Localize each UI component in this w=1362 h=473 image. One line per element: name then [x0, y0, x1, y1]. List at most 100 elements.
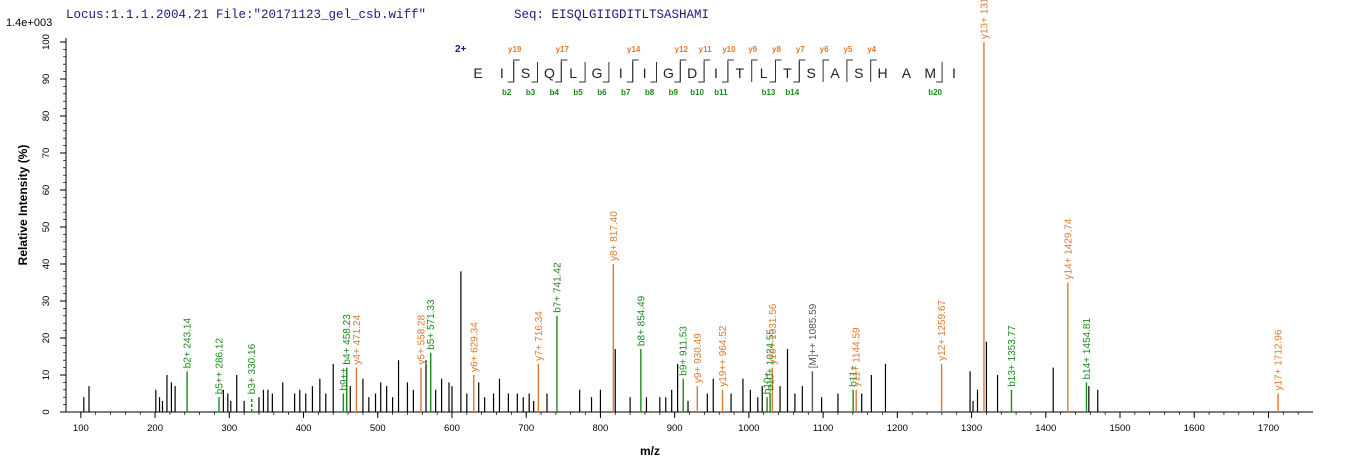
y-tick-label: 30 [41, 296, 52, 307]
b-ion-label: b10 [690, 88, 704, 97]
y-ion-bracket [751, 59, 758, 82]
b-ion-label: b13 [762, 88, 776, 97]
b-ion-label: b5+ 571.33 [426, 299, 437, 350]
b-ion-bracket [507, 62, 515, 83]
x-tick-label: 900 [667, 423, 683, 434]
b-ion-label: b2 [502, 88, 512, 97]
b-ion-label: b14+ 1454.81 [1082, 318, 1093, 380]
b-ion-label: b7 [621, 88, 631, 97]
b-ion-bracket [531, 62, 538, 83]
residue: Q [544, 65, 555, 81]
y-ion-bracket [798, 59, 806, 82]
x-tick-label: 1100 [813, 423, 833, 434]
y-ion-bracket [703, 59, 711, 82]
x-tick-label: 1500 [1109, 423, 1130, 434]
y-ion-label: y17+ 1712.96 [1274, 329, 1285, 390]
y-ion-label: y6 [820, 45, 829, 54]
y-ion-label: y19++ 964.52 [718, 325, 729, 387]
b-ion-label: b4+ 458.23 [342, 314, 353, 365]
x-tick-label: 700 [518, 423, 534, 434]
y-ion-label: y7 [796, 45, 805, 54]
b-ion-label: b9++ [339, 368, 350, 391]
y-scale-label: 1.4e+003 [6, 17, 52, 29]
y-ion-label: y12 [675, 45, 689, 54]
axes: 100 200 300 400 500 600 700 800 900 1000 1100 1200 1… [41, 34, 1313, 434]
residue: S [521, 65, 530, 81]
b-ion-bracket [650, 62, 657, 83]
x-tick-label: 200 [147, 423, 163, 434]
b-ion-label: b2+ 243.14 [183, 318, 194, 369]
residue: S [854, 65, 863, 81]
residue: I [952, 65, 956, 81]
y-tick-label: 20 [41, 333, 52, 344]
residue: I [643, 65, 647, 81]
b-ion-label: b3+ 330.16 [247, 343, 258, 394]
y-ion-label: y12+ 1259.67 [937, 300, 948, 361]
y-tick-label: 10 [41, 370, 52, 381]
b-ion-label: b9+ 911.53 [679, 326, 690, 376]
residue: A [830, 65, 840, 81]
y-ion-label: y19 [508, 45, 522, 54]
y-ion-bracket [870, 59, 877, 82]
sequence-label: Seq: EISQLGIIGDITLTSASHAMI [514, 8, 710, 22]
b-ion-bracket [769, 62, 776, 83]
b-ion-label: b6 [597, 88, 607, 97]
y-tick-label: 40 [41, 259, 52, 270]
b-ion-bracket [674, 62, 681, 83]
b-ion-label: b5 [573, 88, 583, 97]
x-tick-label: 300 [221, 423, 237, 434]
x-tick-label: 600 [444, 423, 460, 434]
b-ion-label: b8 [645, 88, 655, 97]
b-ion-bracket [793, 62, 800, 83]
residue: H [878, 65, 888, 81]
x-tick-label: 1200 [887, 423, 908, 434]
y-ion-label: y4 [867, 45, 876, 54]
y-ion-label: y14 [627, 45, 641, 54]
residue: E [473, 65, 482, 81]
y-ion-label: y5+ 558.28 [417, 314, 428, 364]
b-ion-label: b20 [928, 88, 942, 97]
y-ion-bracket [560, 59, 568, 82]
residue: I [500, 65, 504, 81]
x-tick-label: 1400 [1035, 423, 1056, 434]
y-ion-label: y4+ 471.24 [352, 314, 363, 364]
b-ion-label: b14 [785, 88, 799, 97]
residue: I [619, 65, 623, 81]
b-ion-label: b11+ [849, 365, 860, 387]
b-ion-bracket [555, 62, 562, 83]
x-tick-label: 1300 [961, 423, 982, 434]
y-ion-label: y8 [772, 45, 781, 54]
residue: G [592, 65, 603, 81]
y-tick-label: 50 [41, 222, 52, 233]
y-ion-label: y9 [748, 45, 757, 54]
y-tick-label: 100 [41, 34, 52, 50]
peaks [83, 42, 1279, 412]
x-axis-label: m/z [640, 444, 660, 458]
y-ion-label: y7+ 716.34 [534, 311, 545, 361]
x-tick-label: 800 [592, 423, 608, 434]
b-ion-label: b8+ 854.49 [636, 295, 647, 346]
b-ion-bracket [721, 62, 729, 83]
x-tick-label: 400 [296, 423, 312, 434]
b-ion-label: b9 [669, 88, 679, 97]
b-ion-bracket [936, 62, 943, 83]
b-ion-label: b11 [714, 88, 728, 97]
b-ion-label: b7+ 741.42 [552, 262, 563, 313]
y-ion-bracket [846, 59, 853, 82]
y-ion-label: y11 [699, 45, 712, 54]
y-axis-label: Relative Intensity (%) [16, 145, 30, 266]
residue: D [687, 65, 697, 81]
x-tick-label: 100 [73, 423, 89, 434]
y-tick-label: 70 [41, 148, 52, 159]
x-tick-label: 1000 [738, 423, 759, 434]
precursor-ion-label: [M]++ 1085.59 [808, 303, 819, 368]
b-ion-label: b13+ 1353.77 [1007, 325, 1018, 387]
residue: L [760, 65, 768, 81]
locus-label: Locus:1.1.1.2004.21 File:"20171123_gel_c… [66, 8, 427, 22]
y-ion-bracket [679, 59, 687, 82]
file-header: Locus:1.1.1.2004.21 File:"20171123_gel_c… [66, 2, 966, 22]
residue: S [807, 65, 816, 81]
x-tick-label: 500 [370, 423, 386, 434]
